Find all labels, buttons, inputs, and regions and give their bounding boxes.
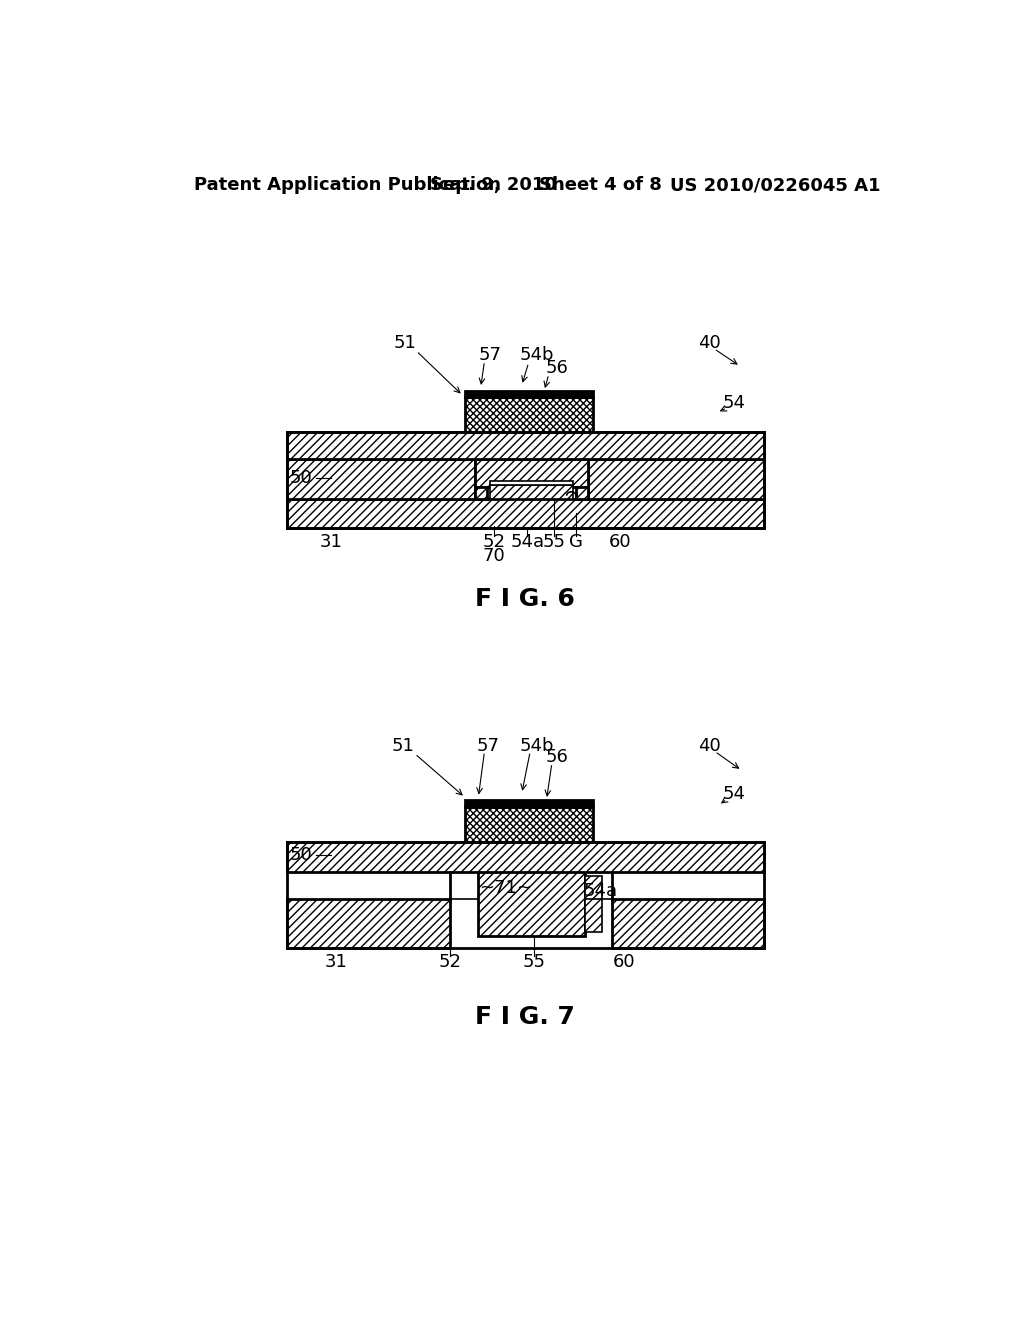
Bar [586, 876, 602, 932]
Text: 57: 57 [477, 737, 500, 755]
Text: 31: 31 [325, 953, 347, 972]
Text: Sep. 9, 2010: Sep. 9, 2010 [430, 177, 557, 194]
Text: 52: 52 [482, 533, 505, 550]
Bar [287, 432, 764, 459]
Text: 60: 60 [612, 953, 635, 972]
Bar [287, 842, 764, 873]
Bar [287, 459, 475, 499]
Text: 50: 50 [290, 846, 312, 865]
Text: 54b: 54b [519, 737, 554, 755]
Bar [589, 459, 764, 499]
Bar [612, 899, 764, 948]
Text: 54: 54 [723, 395, 745, 412]
Text: F I G. 7: F I G. 7 [475, 1005, 574, 1030]
Text: 55: 55 [522, 953, 546, 972]
Text: 60: 60 [609, 533, 632, 550]
Text: US 2010/0226045 A1: US 2010/0226045 A1 [671, 177, 881, 194]
Bar [575, 487, 589, 499]
Text: 54: 54 [723, 785, 745, 804]
Text: 54b: 54b [519, 346, 554, 364]
Bar [475, 459, 589, 487]
Text: 57: 57 [478, 346, 502, 364]
Text: ~71~: ~71~ [479, 879, 531, 896]
Text: F I G. 6: F I G. 6 [475, 587, 574, 611]
Text: 50: 50 [290, 469, 312, 487]
Text: 54a: 54a [584, 883, 617, 900]
Bar [478, 869, 586, 936]
Text: Patent Application Publication: Patent Application Publication [194, 177, 501, 194]
Text: 31: 31 [319, 533, 342, 550]
Bar [465, 800, 593, 807]
Bar [287, 499, 764, 528]
Bar [465, 391, 593, 397]
Bar [287, 899, 450, 948]
Bar [489, 484, 572, 499]
Bar [465, 397, 593, 432]
Bar [475, 487, 486, 499]
Text: 51: 51 [393, 334, 416, 352]
Bar [489, 480, 572, 484]
Text: 56: 56 [545, 359, 568, 376]
Text: 52: 52 [438, 953, 461, 972]
Text: 40: 40 [698, 737, 721, 755]
Text: 54a: 54a [510, 533, 544, 550]
Text: Sheet 4 of 8: Sheet 4 of 8 [539, 177, 662, 194]
Bar [465, 807, 593, 842]
Text: 51: 51 [392, 737, 415, 755]
Text: 40: 40 [698, 334, 721, 352]
Text: G: G [569, 533, 583, 550]
Text: 56: 56 [545, 748, 568, 767]
Text: 55: 55 [543, 533, 565, 550]
Text: 70: 70 [482, 548, 505, 565]
